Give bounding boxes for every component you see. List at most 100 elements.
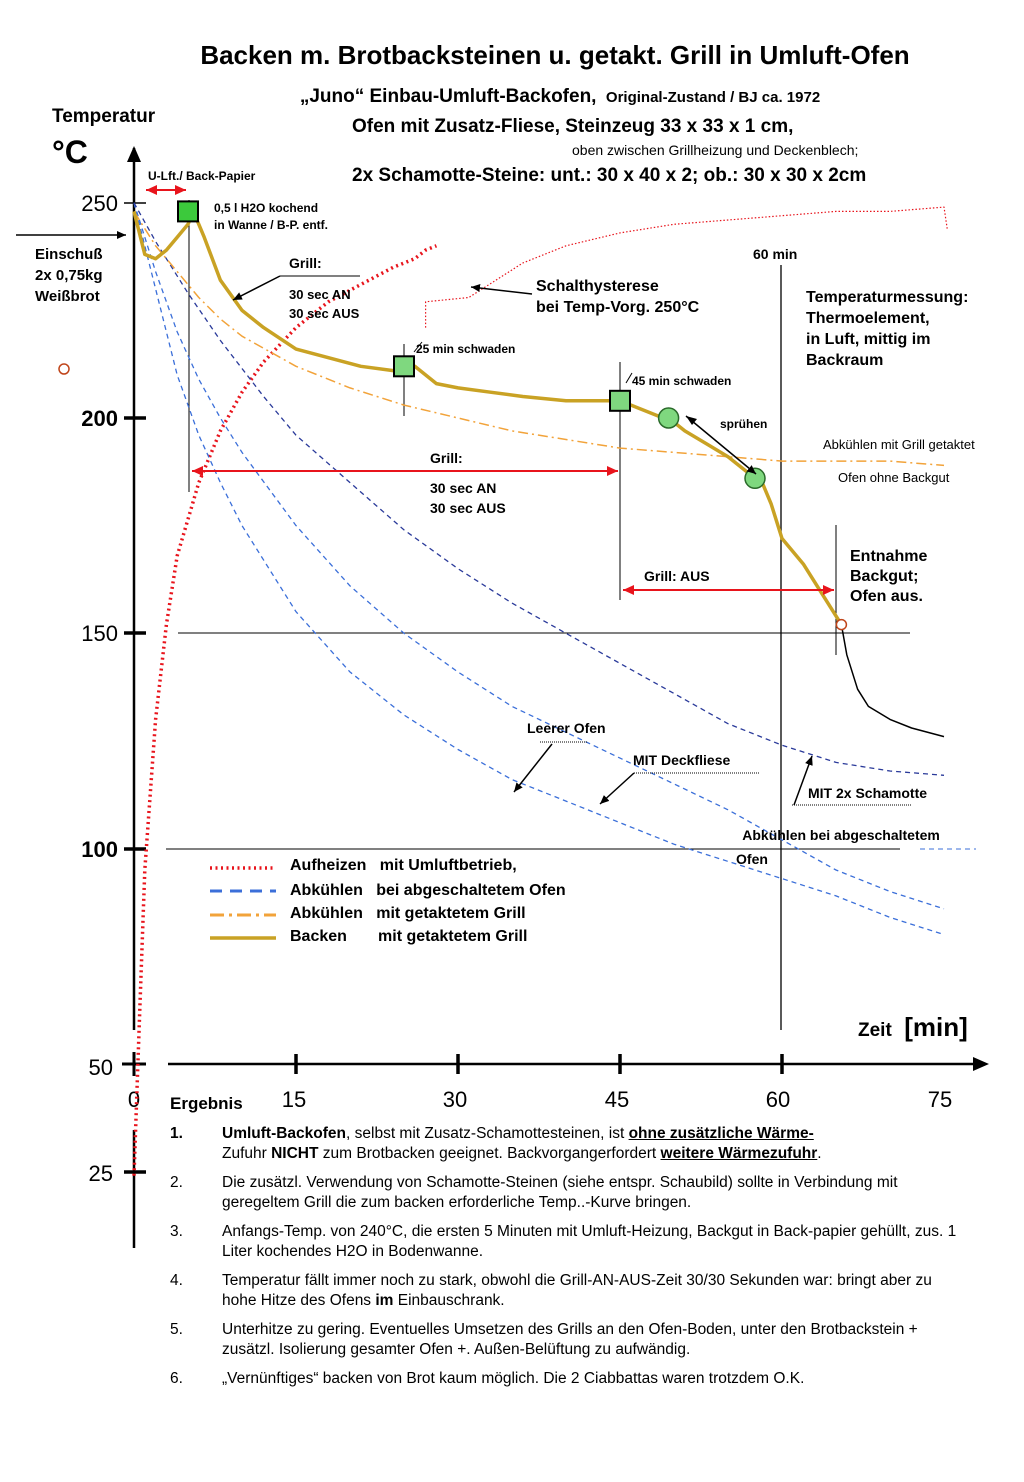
leerer-ofen-arrow [513,743,553,793]
result-item-1: 1. Umluft-Backofen, selbst mit Zusatz-Sc… [170,1124,970,1164]
y-tick-label-25: 25 [89,1161,113,1186]
entnahme-label: Entnahme Backgut; Ofen aus. [850,548,932,605]
series-line-3 [133,202,945,936]
data-marker-4 [657,407,680,429]
data-marker-2 [393,355,415,378]
x-tick-label-15: 15 [282,1087,306,1112]
grill1-label: Grill: 30 sec AN 30 sec AUS [289,255,360,321]
data-marker-3 [609,389,631,412]
einschuss-line-1: Einschuß [35,246,103,263]
einschuss-line-2: 2x 0,75kg [35,267,103,284]
result-item-4: 4. Temperatur fällt immer noch zu stark,… [170,1271,970,1311]
mit-deckfliese-arrow [599,772,635,805]
y-axis-arrow [127,146,141,162]
series-line-6 [133,211,945,467]
y-axis-label: Temperatur [52,106,156,127]
hysterese-line-2: bei Temp-Vorg. 250°C [536,299,700,316]
y-tick-label-50: 50 [89,1055,113,1080]
result-3-text: Anfangs-Temp. von 240°C, die ersten 5 Mi… [222,1223,957,1260]
y-axis-unit: °C [52,134,88,170]
schwaden45-label: 45 min schwaden [632,374,731,388]
result-2-text: Die zusätzl. Verwendung von Schamotte-St… [222,1174,898,1211]
entnahme-line-1: Entnahme [850,548,927,565]
abkuehlen-aus-line-2: Ofen [736,851,768,867]
results-section: Ergebnis 1. Umluft-Backofen, selbst mit … [170,1094,970,1398]
schwaden25-label: 25 min schwaden [416,342,515,356]
result-4-part-3: Einbauschrank. [393,1292,505,1309]
result-number-5: 5. [170,1321,183,1338]
spruehen-label: sprühen [720,417,767,431]
grill1-line-1: Grill: [289,255,322,271]
info-line-4: Backraum [806,352,883,369]
data-marker-6 [835,618,848,631]
series-line-8 [840,624,945,738]
x-tick-label-30: 30 [443,1087,467,1112]
subtitle-1-main: „Juno“ Einbau-Umluft-Backofen, [300,86,597,107]
grill1-arrow [232,275,281,301]
results-list: 1. Umluft-Backofen, selbst mit Zusatz-Sc… [170,1124,970,1389]
result-item-5: 5. Unterhitze zu gering. Eventuelles Ums… [170,1320,970,1360]
series-layer [132,202,948,1176]
result-item-6: 6. „Vernünftiges“ backen von Brot kaum m… [170,1369,970,1389]
result-5-text: Unterhitze zu gering. Eventuelles Umsetz… [222,1321,918,1358]
x-axis-label-text: Zeit [858,1020,892,1041]
einschuss-label: Einschuß 2x 0,75kg Weißbrot [35,246,107,305]
result-item-2: 2. Die zusätzl. Verwendung von Schamotte… [170,1173,970,1213]
result-1-part-8: . [817,1145,822,1162]
series-line-5 [133,202,945,776]
series-line-1 [132,244,438,1176]
result-1-part-4: Zufuhr [222,1145,272,1162]
result-1-part-7: weitere Wärmezufuhr [660,1145,818,1162]
results-title: Ergebnis [170,1094,243,1113]
grill2-label: Grill: 30 sec AN 30 sec AUS [430,450,506,516]
leerer-ofen-label: Leerer Ofen [527,720,606,736]
ofen-ohne-label: Ofen ohne Backgut [838,470,950,485]
result-item-3: 3. Anfangs-Temp. von 240°C, die ersten 5… [170,1222,970,1262]
einschuss-line-3: Weißbrot [35,288,100,305]
mit-deckfliese-label: MIT Deckfliese [633,752,730,768]
info-line-2: Thermoelement, [806,310,930,327]
entnahme-line-3: Ofen aus. [850,588,923,605]
grill1-line-3: 30 sec AUS [289,306,360,321]
y-tick-label-150: 150 [81,621,118,646]
schwaden25-leader [413,341,423,353]
result-6-text: „Vernünftiges“ backen von Brot kaum mögl… [222,1370,805,1387]
hysterese-label: Schalthysterese bei Temp-Vorg. 250°C [536,278,700,316]
result-4-part-2: im [375,1292,394,1309]
chart-title: Backen m. Brotbacksteinen u. getakt. Gri… [200,40,909,70]
data-marker-5 [744,467,766,490]
small-orange-circle-icon [58,363,70,375]
hysterese-line-1: Schalthysterese [536,278,659,295]
series-line-4 [133,202,945,910]
spruehen-arrow [685,415,757,475]
result-1-part-2: , selbst mit Zusatz-Schamottesteinen, is… [346,1125,629,1142]
info-box: Temperaturmessung: Thermoelement, in Luf… [806,289,973,369]
chart-subtitle-2: Ofen mit Zusatz-Fliese, Steinzeug 33 x 3… [352,116,793,137]
y-tick-label-100: 100 [81,837,118,862]
result-1-part-3: ohne zusätzliche Wärme- [628,1125,814,1142]
chart-subtitle-2-note: oben zwischen Grillheizung und Deckenble… [572,142,858,158]
result-number-2: 2. [170,1174,183,1191]
grill2-line-1: Grill: [430,450,463,466]
y-tick-label-250: 250 [81,191,118,216]
grill1-line-2: 30 sec AN [289,287,351,302]
x-tick-label-45: 45 [605,1087,629,1112]
grill-aus-label: Grill: AUS [644,568,710,584]
x-tick-label-60: 60 [766,1087,790,1112]
h2o-line-1: 0,5 l H2O kochend [214,201,318,215]
data-marker-1 [177,200,199,223]
result-number-6: 6. [170,1370,183,1387]
x-tick-label-0: 0 [128,1087,140,1112]
result-1-part-5: NICHT [271,1145,319,1162]
legend-label-backen: Backen mit getaktetem Grill [290,928,527,945]
result-number-3: 3. [170,1223,183,1240]
abkuehlen-grill-label: Abkühlen mit Grill getaktet [823,437,975,452]
marker-layer [177,200,848,631]
grill2-line-3: 30 sec AUS [430,500,506,516]
chart-subtitle-1: „Juno“ Einbau-Umluft-Backofen, Original-… [300,86,820,107]
abkuehlen-aus-line-1: Abkühlen bei abgeschaltetem [742,827,940,843]
hysterese-arrow [470,284,533,295]
y-tick-label-200: 200 [81,406,118,431]
info-line-1: Temperaturmessung: [806,289,968,306]
